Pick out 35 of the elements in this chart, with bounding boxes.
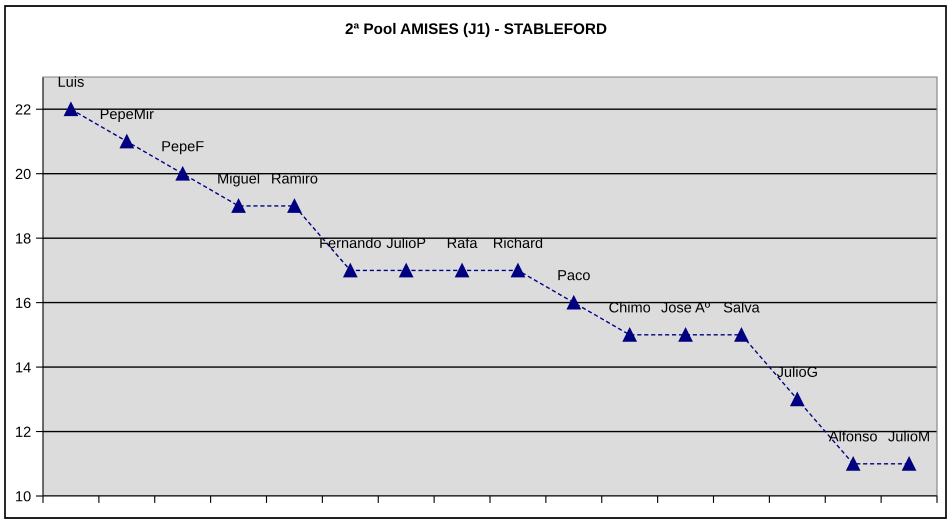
point	[120, 134, 134, 148]
data-label: Chimo	[609, 302, 650, 313]
y-tick-label: 14	[16, 362, 31, 372]
data-label: Richard	[494, 237, 542, 248]
point	[734, 328, 748, 342]
point	[232, 198, 246, 213]
point	[64, 102, 78, 116]
data-label: Paco	[558, 270, 590, 280]
y-tick-label: 18	[16, 233, 31, 244]
point	[510, 263, 525, 278]
point	[622, 328, 637, 342]
point	[902, 456, 916, 471]
data-label: Fernando	[320, 237, 381, 248]
point	[455, 263, 470, 278]
point	[176, 166, 190, 181]
data-label: Luis	[58, 76, 84, 87]
point	[287, 198, 302, 213]
data-label: Ramiro	[272, 172, 318, 184]
point	[343, 263, 358, 278]
y-tick-label: 16	[16, 298, 31, 308]
point	[790, 392, 804, 406]
point	[399, 263, 414, 278]
y-tick-label: 22	[16, 104, 30, 115]
data-label: PepeF	[162, 141, 204, 154]
point	[678, 328, 693, 342]
point	[846, 456, 860, 471]
y-tick-label: 12	[16, 426, 30, 437]
y-tick-label: 10	[16, 491, 31, 502]
y-tick-label: 20	[16, 168, 31, 180]
data-label: Alfonso	[828, 430, 877, 442]
chart-title: 2ª Pool AMISES (J1) - STABLEFORD	[346, 22, 606, 38]
data-label: Salva	[724, 302, 760, 313]
data-label: PepeMir	[100, 108, 154, 122]
point	[566, 296, 581, 310]
data-label: Miguel	[218, 172, 260, 186]
